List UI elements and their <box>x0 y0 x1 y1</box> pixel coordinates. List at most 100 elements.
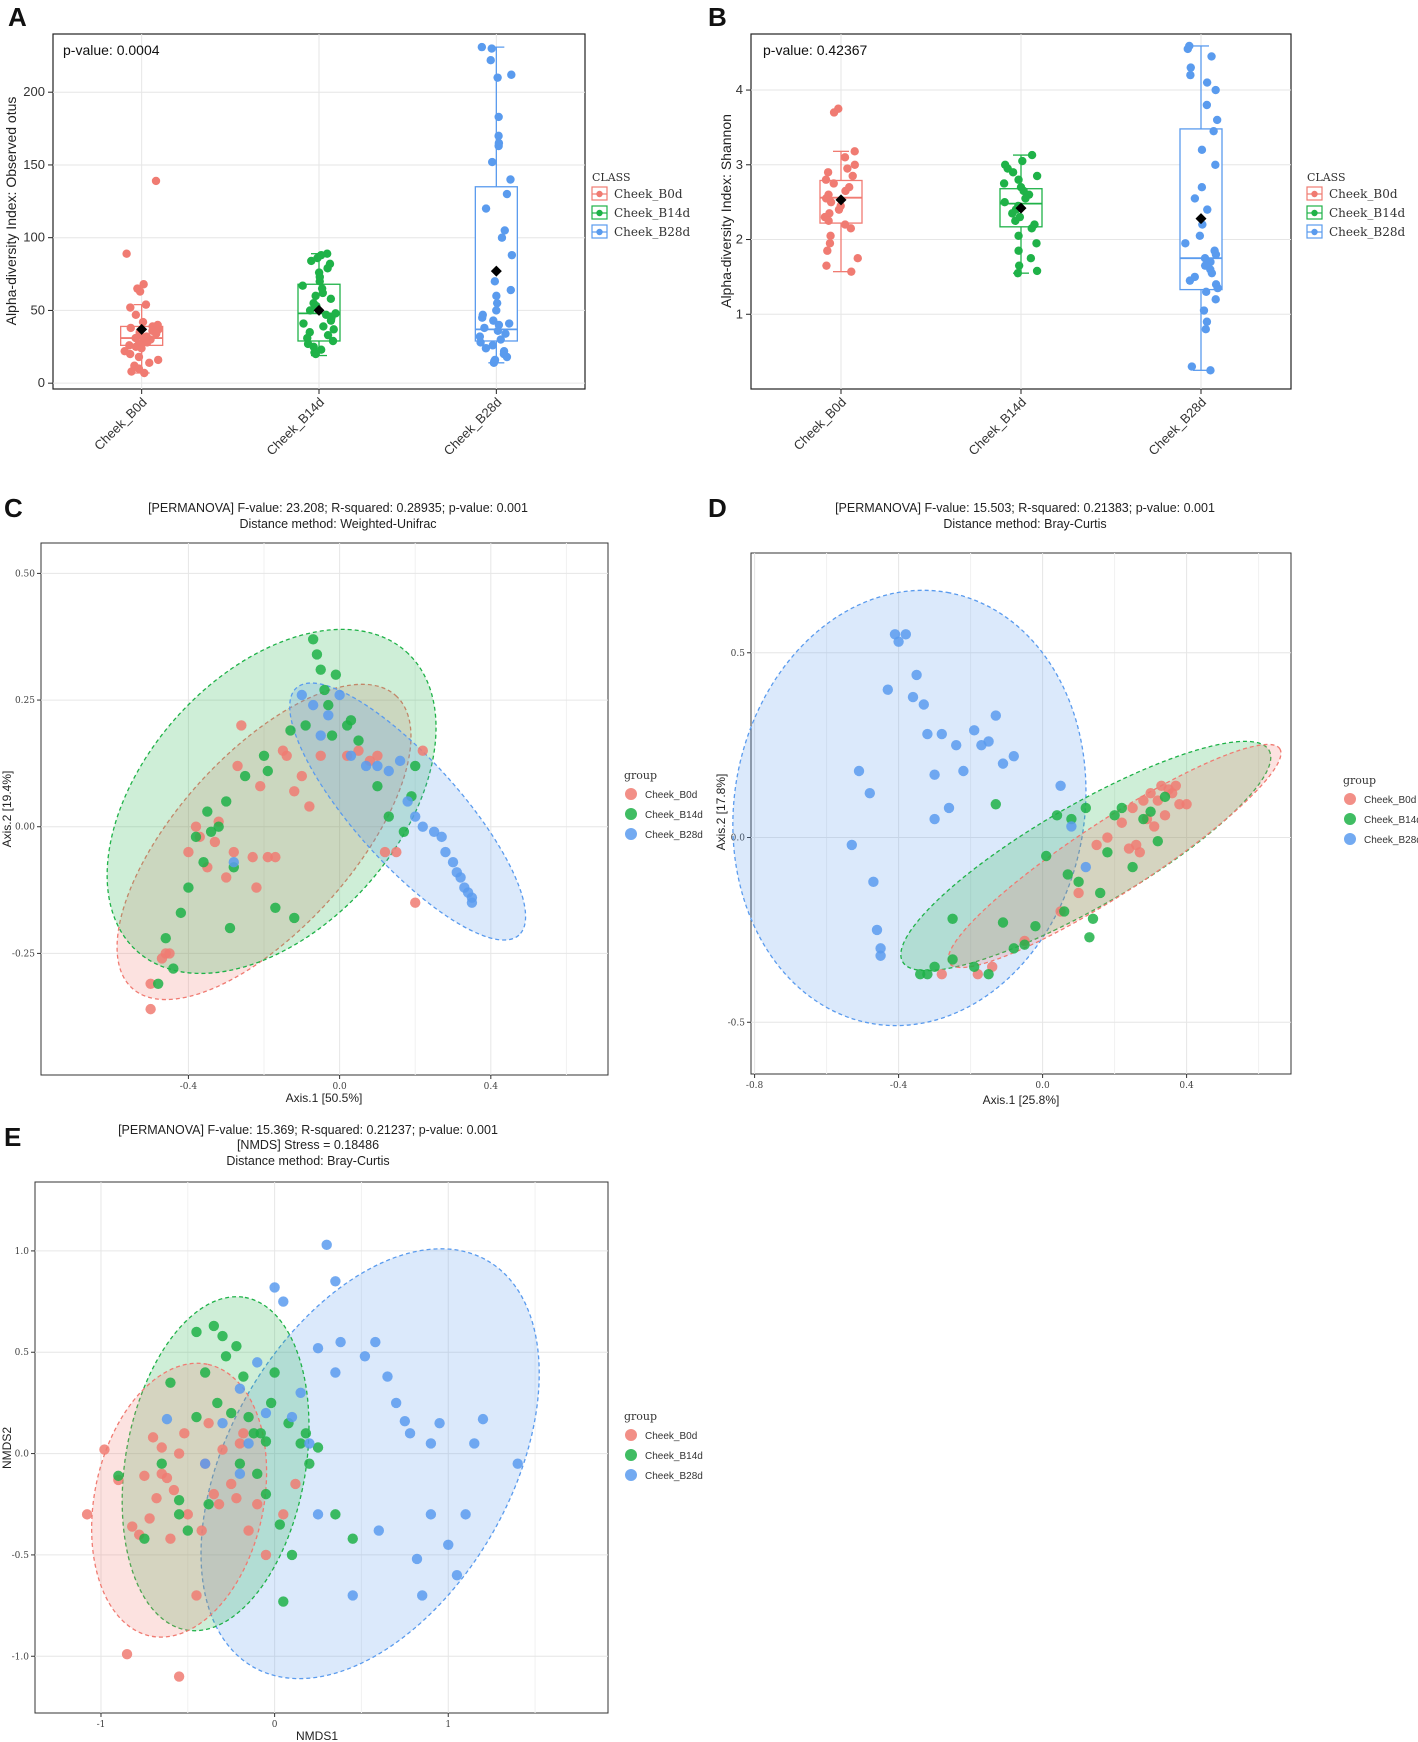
data-point-cheek-b0d <box>841 186 850 196</box>
data-point-cheek-b28d <box>1207 268 1217 278</box>
data-point-cheek-b28d <box>506 175 515 184</box>
data-point-cheek-b0d <box>156 1468 167 1480</box>
data-point-cheek-b28d <box>487 44 496 53</box>
data-point-cheek-b28d <box>868 876 879 888</box>
data-point-cheek-b28d <box>411 1553 423 1565</box>
data-point-cheek-b0d <box>81 1509 93 1520</box>
data-point-cheek-b14d <box>160 933 171 944</box>
data-point-cheek-b28d <box>234 1468 246 1480</box>
data-point-cheek-b28d <box>321 1239 332 1251</box>
xlabel-c: Axis.1 [50.5%] <box>286 1091 363 1105</box>
data-point-cheek-b14d <box>326 730 338 741</box>
mean-marker-cheek-b0d <box>835 194 847 206</box>
data-point-cheek-b14d <box>260 1488 272 1500</box>
data-point-cheek-b14d <box>1051 810 1063 821</box>
data-point-cheek-b0d <box>304 801 315 812</box>
data-point-cheek-b28d <box>512 1458 523 1469</box>
ytick-label: 200 <box>23 84 45 99</box>
data-point-cheek-b14d <box>152 978 164 989</box>
data-point-cheek-b28d <box>404 1428 416 1439</box>
data-point-cheek-b28d <box>929 813 940 825</box>
data-point-cheek-b0d <box>183 846 194 858</box>
data-point-cheek-b0d <box>137 344 146 353</box>
data-point-cheek-b14d <box>238 1371 249 1382</box>
data-point-cheek-b28d <box>497 233 507 242</box>
data-point-cheek-b28d <box>1202 317 1212 326</box>
data-point-cheek-b14d <box>113 1470 124 1482</box>
data-point-cheek-b28d <box>234 1383 246 1394</box>
xtick-label: -1 <box>97 1720 106 1730</box>
data-point-cheek-b28d <box>911 669 922 681</box>
data-point-cheek-b0d <box>252 1499 263 1510</box>
data-point-cheek-b28d <box>501 329 510 338</box>
data-point-cheek-b28d <box>853 765 865 777</box>
data-point-cheek-b28d <box>486 55 495 65</box>
data-point-cheek-b14d <box>300 720 311 731</box>
data-point-cheek-b14d <box>323 330 333 340</box>
data-point-cheek-b14d <box>1080 802 1092 814</box>
data-point-cheek-b14d <box>199 1367 211 1378</box>
data-point-cheek-b0d <box>843 164 852 173</box>
xtick-label-cheek-b0d: Cheek_B0d <box>91 395 150 454</box>
data-point-cheek-b14d <box>318 288 327 298</box>
data-point-cheek-b28d <box>1211 295 1220 304</box>
data-point-cheek-b0d <box>131 310 141 319</box>
data-point-cheek-b14d <box>220 1351 232 1362</box>
data-point-cheek-b14d <box>1041 850 1052 862</box>
data-point-cheek-b28d <box>1206 366 1215 375</box>
data-point-cheek-b28d <box>490 277 500 286</box>
data-point-cheek-b28d <box>481 344 491 353</box>
data-point-cheek-b28d <box>307 699 319 711</box>
data-point-cheek-b0d <box>221 872 232 883</box>
title-e-line3: Distance method: Bray-Curtis <box>226 1154 389 1168</box>
legend-key-dot-cheek-b0d <box>625 788 637 800</box>
data-point-cheek-b14d <box>295 1438 306 1449</box>
data-point-cheek-b28d <box>481 204 491 213</box>
data-point-cheek-b0d <box>825 239 835 248</box>
legend-label-cheek-b14d: Cheek_B14d <box>614 206 690 220</box>
data-point-cheek-b0d <box>238 1428 249 1439</box>
data-point-cheek-b28d <box>936 728 947 740</box>
box-cheek-b28d <box>1179 128 1223 291</box>
data-point-cheek-b28d <box>428 826 440 837</box>
data-point-cheek-b28d <box>410 811 421 822</box>
data-point-cheek-b0d <box>173 1671 185 1682</box>
data-point-cheek-b28d <box>451 1569 463 1581</box>
data-point-cheek-b0d <box>179 1428 190 1439</box>
data-point-cheek-b28d <box>1197 145 1207 155</box>
data-point-cheek-b14d <box>323 264 332 273</box>
data-point-cheek-b14d <box>278 1596 289 1607</box>
ellipse-cheek-b28d <box>289 682 527 941</box>
data-point-cheek-b14d <box>1062 869 1074 880</box>
data-point-cheek-b14d <box>1059 906 1070 917</box>
data-point-cheek-b28d <box>1195 231 1205 240</box>
title-e-line1: [PERMANOVA] F-value: 15.369; R-squared: … <box>118 1123 498 1137</box>
data-point-cheek-b28d <box>1183 44 1192 54</box>
panel-letter-b: B <box>708 2 727 32</box>
ytick-label: 0.0 <box>731 834 746 844</box>
data-point-cheek-b0d <box>315 750 326 761</box>
data-point-cheek-b0d <box>255 781 266 792</box>
data-point-cheek-b28d <box>871 924 883 936</box>
data-point-cheek-b0d <box>190 821 202 832</box>
data-point-cheek-b0d <box>289 786 300 797</box>
ytick-label: 150 <box>23 157 45 172</box>
data-point-cheek-b14d <box>255 1428 266 1439</box>
xtick-label: 0.4 <box>484 1082 499 1092</box>
data-point-cheek-b14d <box>1008 209 1017 218</box>
data-point-cheek-b0d <box>208 1488 220 1500</box>
data-point-cheek-b0d <box>156 1442 167 1453</box>
data-point-cheek-b0d <box>151 329 161 338</box>
data-point-cheek-b28d <box>455 872 466 883</box>
data-point-cheek-b28d <box>875 943 886 954</box>
data-point-cheek-b0d <box>1102 832 1113 843</box>
data-point-cheek-b0d <box>203 1417 214 1429</box>
box-group-cheek-b28d <box>474 42 518 368</box>
data-point-cheek-b14d <box>183 882 194 893</box>
legend-title-d: group <box>1343 774 1376 787</box>
box-group-cheek-b0d <box>120 176 164 378</box>
data-point-cheek-b14d <box>1032 266 1042 276</box>
panel-letter-c: C <box>4 493 23 523</box>
data-point-cheek-b14d <box>1014 231 1023 240</box>
